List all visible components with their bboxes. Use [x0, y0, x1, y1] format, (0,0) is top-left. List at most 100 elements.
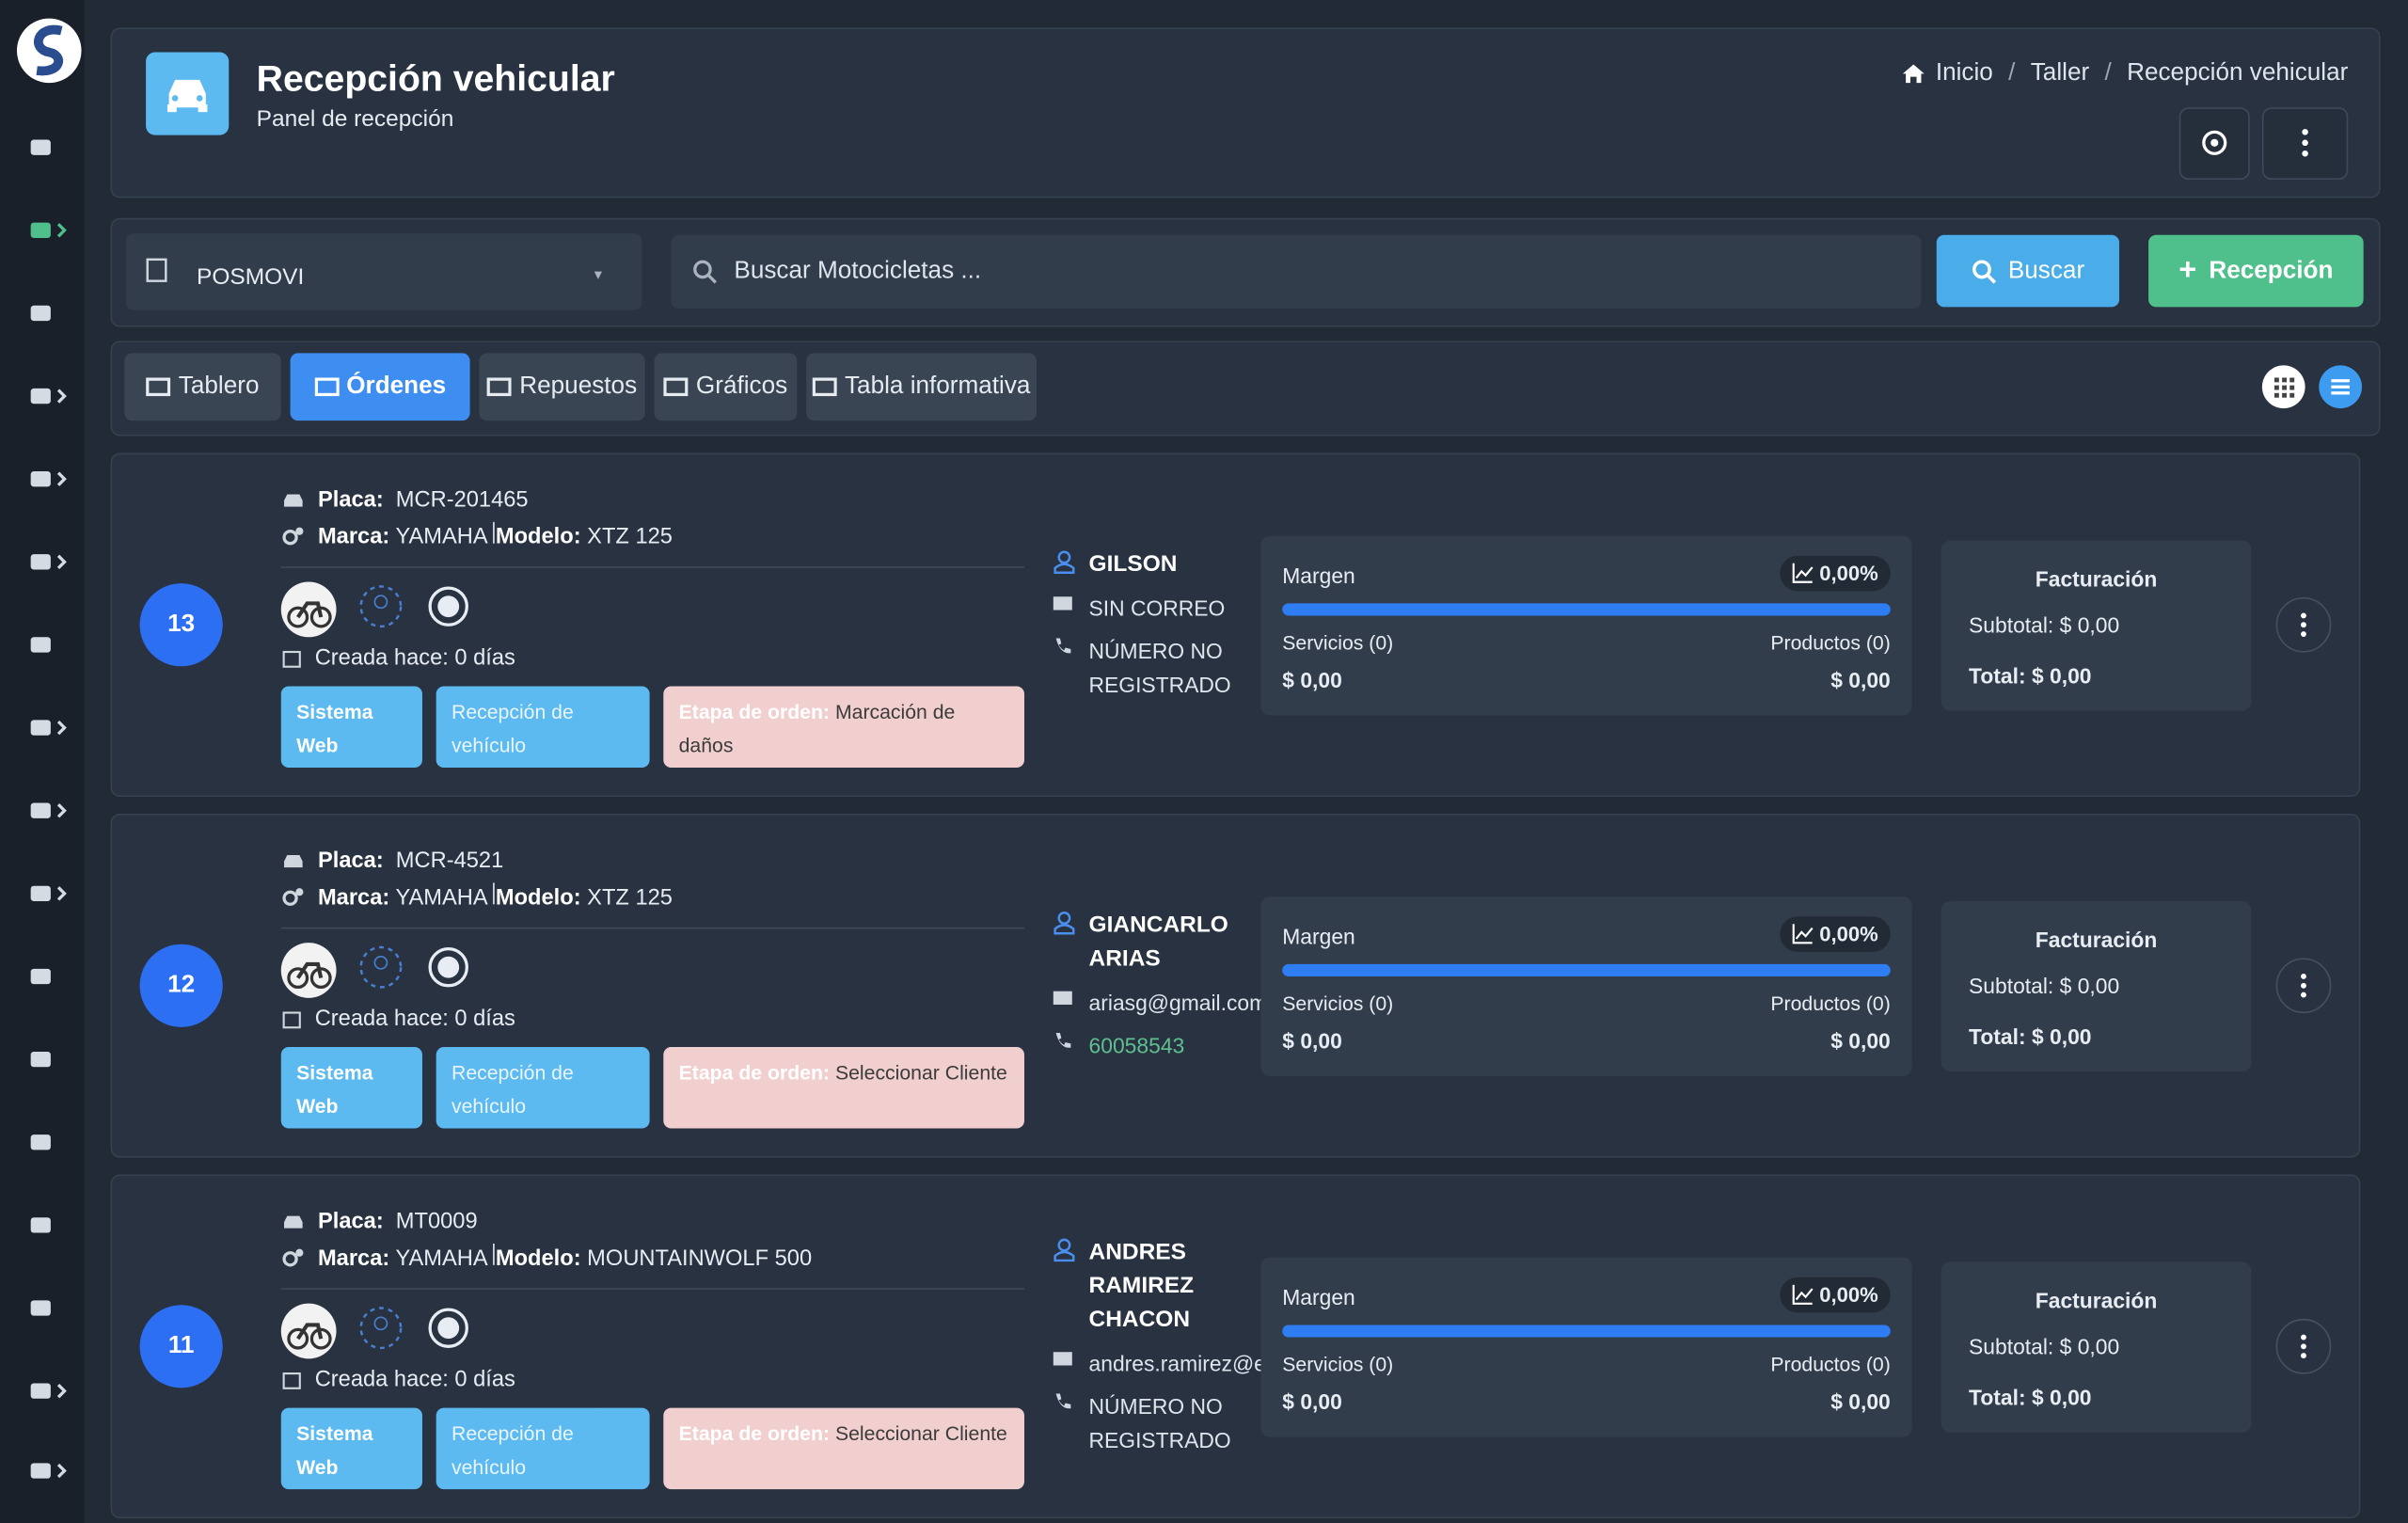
sidebar-item[interactable]	[27, 384, 71, 408]
sidebar-item[interactable]	[27, 1295, 71, 1320]
client-name-row: GILSON	[1052, 548, 1233, 582]
page-icon	[146, 52, 230, 135]
sidebar-item[interactable]	[27, 301, 71, 325]
margin-badge: 0,00%	[1779, 915, 1891, 952]
tab-icon	[146, 374, 171, 399]
settings-button[interactable]	[2178, 107, 2250, 180]
margin-value: 0,00%	[1819, 922, 1878, 945]
order-number[interactable]: 12	[139, 944, 223, 1027]
plate-value: MCR-201465	[395, 487, 529, 514]
vehicle-info: Placa: MCR-201465 Marca: YAMAHA Modelo: XTZ…	[280, 483, 1024, 768]
grid-view-toggle[interactable]	[2261, 365, 2305, 409]
branch-select[interactable]: POSMOVI ▾	[125, 233, 642, 310]
tag: Recepción de vehículo	[436, 685, 650, 768]
tab[interactable]: Tabla informativa	[806, 353, 1038, 421]
breadcrumb: Inicio / Taller / Recepción vehicular	[1902, 60, 2348, 87]
order-menu-button[interactable]	[2275, 1318, 2332, 1374]
gears-icon	[281, 524, 306, 548]
tags: Sistema Web Recepción de vehículo Etapa de…	[280, 1406, 1024, 1489]
client-info: ANDRES RAMIREZ CHACON andres.ramirez@exam…	[1052, 1236, 1382, 1457]
sidebar-item[interactable]	[27, 135, 71, 160]
products-label: Productos (0)	[1770, 991, 1891, 1014]
subtotal-label: Subtotal:	[1969, 1333, 2054, 1358]
breadcrumb-item[interactable]: Inicio	[1902, 60, 1993, 87]
tab-label: Gráficos	[695, 373, 788, 400]
billing-title: Facturación	[2035, 1287, 2158, 1312]
more-button[interactable]	[2261, 107, 2349, 180]
total-row: Total: $ 0,00	[1969, 662, 2091, 687]
sidebar-item[interactable]	[27, 467, 71, 491]
model-value: XTZ 125	[587, 885, 673, 911]
list-view-toggle[interactable]	[2319, 365, 2363, 409]
margin-box: Margen 0,00% Servicios (0) Productos (0) $ 0…	[1260, 896, 1912, 1076]
car-icon	[281, 849, 306, 874]
subtotal-row: Subtotal: $ 0,00	[1969, 1333, 2119, 1357]
sidebar-item[interactable]	[27, 881, 71, 906]
order-card: 12 Placa: MCR-4521 Marca: YAMAHA Modelo: XTZ…	[110, 813, 2361, 1158]
user-icon	[1052, 1236, 1076, 1263]
search-input[interactable]: Buscar Motocicletas ...	[671, 234, 1922, 309]
created-label: Creada hace:	[314, 1368, 449, 1393]
breadcrumb-item[interactable]: Taller	[2031, 60, 2089, 87]
margin-value: 0,00%	[1819, 561, 1878, 584]
separator	[492, 521, 495, 544]
sidebar-item[interactable]	[27, 1130, 71, 1154]
tab[interactable]: Tablero	[124, 353, 281, 421]
tab-icon	[812, 374, 837, 399]
tab-label: Repuestos	[519, 373, 638, 400]
margin-bar	[1282, 1324, 1891, 1337]
search-button[interactable]: Buscar	[1936, 234, 2120, 308]
margin-label: Margen	[1282, 1284, 1355, 1309]
client-name-row: GIANCARLO ARIAS	[1052, 909, 1233, 976]
sidebar-item[interactable]	[27, 1047, 71, 1071]
mail-icon	[1052, 986, 1073, 1010]
vehicle-avatar	[280, 1302, 337, 1358]
separator	[492, 1243, 495, 1265]
products-amount: $ 0,00	[1830, 667, 1891, 692]
order-list: 13 Placa: MCR-201465 Marca: YAMAHA Modelo: X…	[110, 452, 2381, 1519]
sidebar-item[interactable]	[27, 218, 71, 243]
mechanic-avatar	[357, 944, 404, 995]
vehicle-avatar	[280, 580, 337, 637]
client-email: SIN CORREO	[1088, 595, 1226, 621]
sidebar-item[interactable]	[27, 964, 71, 989]
new-button-label: Recepción	[2209, 257, 2334, 284]
order-number[interactable]: 11	[139, 1305, 223, 1388]
stage-label: Etapa de orden:	[678, 1059, 831, 1084]
order-menu-button[interactable]	[2275, 596, 2332, 653]
tab-icon	[486, 374, 513, 399]
margin-label: Margen	[1282, 923, 1355, 948]
stage-tag: Etapa de orden: Seleccionar Cliente	[663, 1406, 1024, 1489]
email-row: SIN CORREO	[1052, 591, 1233, 625]
tab[interactable]: Repuestos	[479, 353, 645, 421]
vehicle-avatar	[280, 942, 337, 998]
sidebar-item[interactable]	[27, 549, 71, 574]
order-number[interactable]: 13	[139, 583, 223, 667]
total-label: Total:	[1969, 1023, 2026, 1048]
trend-icon	[1792, 1283, 1814, 1305]
margin-box: Margen 0,00% Servicios (0) Productos (0) $ 0…	[1260, 1256, 1912, 1436]
brand-label: Marca:	[317, 525, 390, 550]
plate-label: Placa:	[317, 849, 384, 874]
subtotal-value: $ 0,00	[2059, 1333, 2120, 1358]
order-menu-button[interactable]	[2275, 958, 2332, 1014]
client-info: GILSON SIN CORREO NÚMERO NO REGISTRADO	[1052, 548, 1233, 702]
client-name: GIANCARLO ARIAS	[1088, 912, 1228, 973]
mail-icon	[1052, 1346, 1073, 1371]
subtotal-row: Subtotal: $ 0,00	[1969, 611, 2119, 636]
sidebar-item[interactable]	[27, 632, 71, 657]
mechanic-avatar	[357, 1304, 404, 1356]
sidebar-item[interactable]	[27, 1379, 71, 1404]
brand-line: Marca: YAMAHA Modelo: MOUNTAINWOLF 500	[281, 1240, 1024, 1276]
tab[interactable]: Gráficos	[654, 353, 798, 421]
caret: ▾	[594, 266, 602, 284]
client-name: ANDRES RAMIREZ CHACON	[1088, 1239, 1195, 1333]
breadcrumb-text: Recepción vehicular	[2127, 59, 2349, 87]
sidebar-item[interactable]	[27, 716, 71, 740]
client-name-row: ANDRES RAMIREZ CHACON	[1052, 1236, 1233, 1338]
new-reception-button[interactable]: + Recepción	[2148, 234, 2364, 308]
sidebar-item[interactable]	[27, 799, 71, 823]
sidebar-item[interactable]	[27, 1213, 71, 1237]
sidebar-item[interactable]	[27, 1458, 71, 1483]
tab[interactable]: Órdenes	[290, 353, 470, 421]
